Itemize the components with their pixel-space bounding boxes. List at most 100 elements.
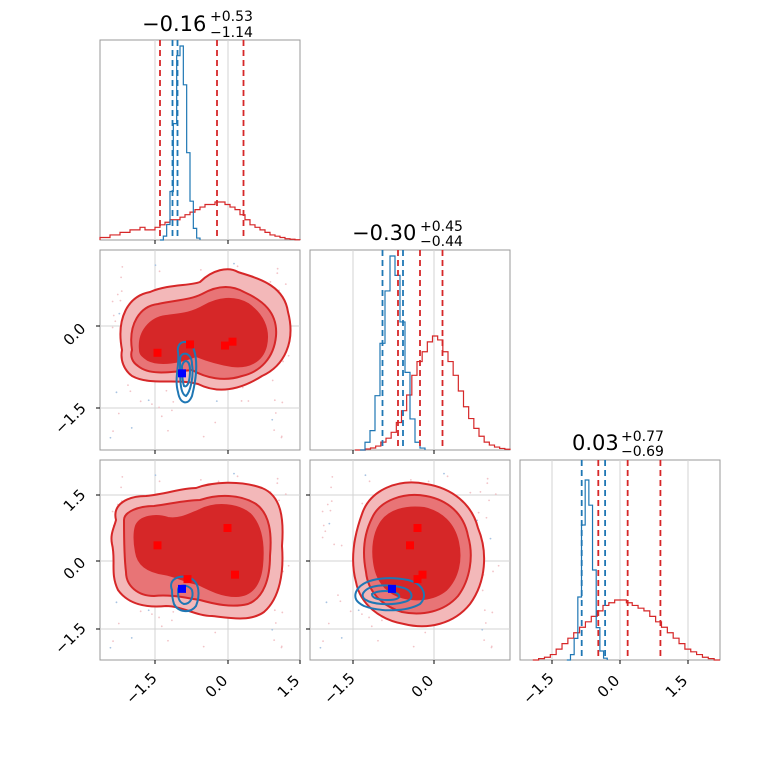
p10-sample-dot xyxy=(130,427,133,429)
p10-sample-dot xyxy=(269,281,272,283)
p21-sample-dot xyxy=(409,479,412,481)
p20-sample-dot xyxy=(236,475,239,478)
panel-p1-frame xyxy=(309,249,511,451)
ytick-label-row2-1: 0.0 xyxy=(60,554,90,584)
p10-sample-dot xyxy=(276,272,279,275)
ytick-label-row1-1: −1.5 xyxy=(51,399,89,437)
p21-sample-dot xyxy=(483,639,486,642)
p20-sample-dot xyxy=(121,475,124,478)
p20-sample-dot xyxy=(147,609,150,612)
p20-sample-dot xyxy=(199,479,202,481)
panel-p1 xyxy=(309,249,511,451)
p20-blue-marker-0 xyxy=(178,584,186,593)
p21-sample-dot xyxy=(330,486,332,489)
p20-sample-dot xyxy=(151,613,153,615)
p10-sample-dot xyxy=(281,401,284,404)
panel-p0-grid xyxy=(154,40,229,240)
p10-sample-dot xyxy=(273,429,276,432)
xtick-label-col2-2: 1.5 xyxy=(662,672,692,702)
p21-sample-dot xyxy=(368,480,371,483)
p10-sample-dot xyxy=(282,360,284,363)
p21-sample-dot xyxy=(370,625,373,628)
p10-sample-dot xyxy=(111,300,114,303)
p20-sample-dot xyxy=(214,631,217,634)
p21-red-marker-0 xyxy=(413,524,422,532)
p21-sample-dot xyxy=(324,530,327,533)
title-p2-sub: −0.69 xyxy=(621,444,664,460)
p20-sample-dot xyxy=(158,480,161,483)
p10-sample-dot xyxy=(151,403,153,405)
ytick-label-row1-0: 0.0 xyxy=(60,320,90,350)
ytick-label-row2-0: 1.5 xyxy=(60,486,90,516)
p10-sample-dot xyxy=(214,421,217,424)
p21-sample-dot xyxy=(488,499,490,502)
p10-sample-dot xyxy=(240,400,243,402)
p10-sample-dot xyxy=(111,326,114,329)
p21-sample-dot xyxy=(490,645,493,648)
p10-sample-dot xyxy=(121,265,124,268)
panel-p21 xyxy=(309,459,511,661)
p21-sample-dot xyxy=(443,472,445,475)
p20-sample-dot xyxy=(280,645,283,648)
xtick-label-col0-2: 1.5 xyxy=(274,672,304,702)
p21-sample-dot xyxy=(485,516,488,519)
p10-sample-dot xyxy=(202,435,205,438)
xtick-label-col0-1: 0.0 xyxy=(202,672,232,702)
p10-sample-dot xyxy=(284,283,287,286)
xtick-label-col1-1: 0.0 xyxy=(408,672,438,702)
title-p1-sup: +0.45 xyxy=(420,219,463,235)
p10-sample-dot xyxy=(274,412,277,414)
p20-sample-dot xyxy=(276,477,279,480)
p20-sample-dot xyxy=(287,564,290,567)
p21-sample-dot xyxy=(329,509,332,512)
p10-sample-dot xyxy=(158,406,160,409)
p10-sample-dot xyxy=(167,429,169,432)
p21-sample-dot xyxy=(494,493,497,496)
p10-sample-dot xyxy=(165,389,168,392)
p21-sample-dot xyxy=(489,537,492,540)
p21-sample-dot xyxy=(497,564,500,567)
p20-sample-dot xyxy=(111,510,114,513)
panel-p2-grid xyxy=(551,460,689,660)
title-p0-main: −0.16 xyxy=(142,12,206,36)
p10-blue-marker-0 xyxy=(178,369,186,378)
p10-sample-dot xyxy=(147,399,150,402)
p21-sample-dot xyxy=(477,511,480,514)
p20-sample-dot xyxy=(276,482,279,485)
p21-sample-dot xyxy=(427,480,430,483)
p20-sample-dot xyxy=(217,480,220,483)
panel-p10-red-contours xyxy=(119,268,292,391)
p0-blue-histogram xyxy=(160,45,201,241)
xtick-label-col1-0: −1.5 xyxy=(320,669,358,707)
p10-sample-dot xyxy=(115,391,118,394)
p10-sample-dot xyxy=(117,412,120,415)
panel-p0 xyxy=(99,39,301,241)
p20-sample-dot xyxy=(281,611,284,614)
p10-sample-dot xyxy=(118,312,121,315)
p10-sample-dot xyxy=(280,435,283,438)
p21-sample-dot xyxy=(481,589,484,592)
p21-blue-marker-0 xyxy=(388,584,396,593)
p20-sample-dot xyxy=(274,622,277,624)
p10-red-marker-0 xyxy=(153,348,162,357)
p10-sample-dot xyxy=(112,430,114,433)
x-axis-col0: −1.5 0.0 1.5 xyxy=(122,660,303,708)
p21-red-marker-3 xyxy=(413,575,422,584)
p10-sample-dot xyxy=(154,264,157,267)
p21-sample-dot xyxy=(381,619,383,622)
p20-red-marker-3 xyxy=(183,575,192,584)
p21-sample-dot xyxy=(377,639,379,642)
p21-sample-dot xyxy=(483,609,486,612)
p10-sample-dot xyxy=(199,269,202,271)
p10-red-marker-1 xyxy=(186,340,194,349)
p20-sample-dot xyxy=(273,639,276,642)
p21-sample-dot xyxy=(322,524,325,527)
p20-sample-dot xyxy=(115,601,118,604)
p1-red-histogram xyxy=(355,335,511,451)
p10-sample-dot xyxy=(273,399,276,402)
p20-sample-dot xyxy=(202,645,205,648)
p21-sample-dot xyxy=(479,491,482,493)
p21-sample-dot xyxy=(481,628,484,631)
title-p2: 0.03 +0.77 −0.69 xyxy=(572,429,664,460)
p10-sample-dot xyxy=(158,270,161,273)
